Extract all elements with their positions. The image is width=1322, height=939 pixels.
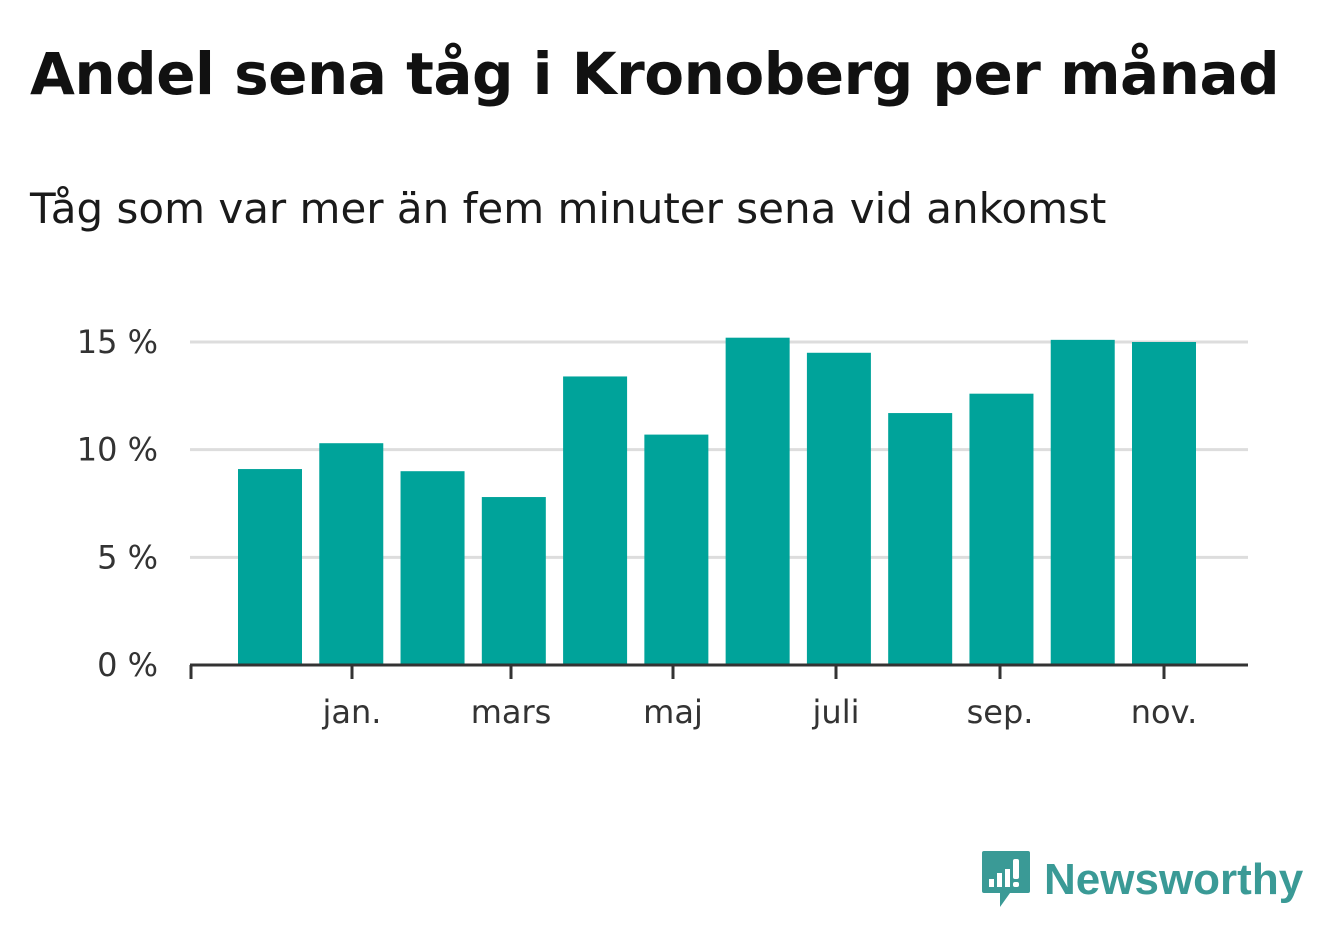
x-tick-label: mars (471, 693, 552, 731)
x-axis: jan. mars maj juli sep. nov. (189, 663, 1248, 731)
x-tick-label: sep. (967, 693, 1034, 731)
bar-juni (725, 337, 790, 665)
bar-sep (969, 393, 1034, 665)
bar-mars (481, 497, 546, 665)
bar-feb (400, 471, 465, 665)
bar-jan (319, 443, 384, 665)
brand-name: Newsworthy (1044, 855, 1304, 904)
bar-chart: 0 % 5 % 10 % 15 % jan. mars maj juli sep. nov. (77, 323, 1248, 731)
brand-logo: Newsworthy (980, 848, 1303, 912)
y-axis-tick-labels: 0 % 5 % 10 % 15 % (77, 323, 158, 684)
bar-nov (1132, 342, 1196, 665)
bar-okt (1050, 339, 1115, 665)
y-tick-label: 10 % (77, 431, 158, 469)
bar-apr (563, 376, 628, 665)
x-tick-label: juli (812, 693, 860, 731)
y-tick-label: 15 % (77, 323, 158, 361)
y-tick-label: 5 % (97, 538, 158, 576)
bar-dec (238, 469, 302, 665)
x-tick-label: maj (643, 693, 703, 731)
y-tick-label: 0 % (97, 646, 158, 684)
chart-title: Andel sena tåg i Kronoberg per månad (30, 40, 1280, 108)
chart-subtitle: Tåg som var mer än fem minuter sena vid … (30, 184, 1107, 233)
bar-juli (806, 352, 871, 665)
x-tick-label: nov. (1131, 693, 1197, 731)
bar-maj (644, 434, 709, 665)
bars (238, 337, 1196, 665)
x-tick-label: jan. (322, 693, 382, 731)
bar-aug (888, 413, 953, 665)
newsworthy-logo-icon (982, 851, 1030, 907)
